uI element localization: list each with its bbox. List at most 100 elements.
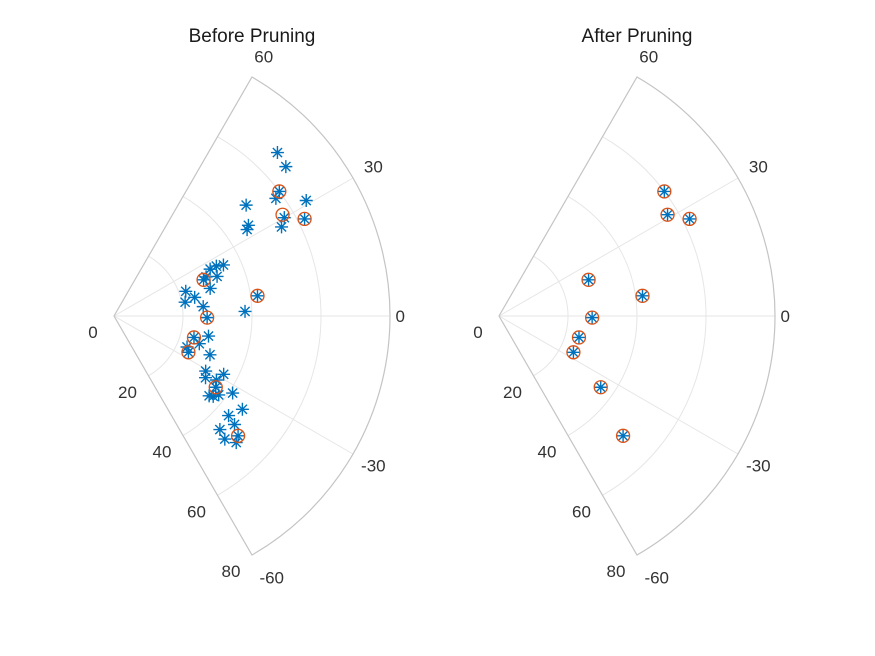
- asterisk-marker: [210, 269, 224, 283]
- asterisk-marker: [179, 284, 193, 298]
- asterisk-marker: [203, 262, 217, 276]
- polar-panel-before: Before Pruning 60 30 0 -30 -60 0 20 40 60 80: [88, 26, 405, 587]
- theta-tick-label: 0: [395, 307, 404, 326]
- asterisk-marker: [218, 432, 232, 446]
- circle-marker: [635, 288, 650, 303]
- asterisk-marker: [199, 364, 213, 378]
- theta-tick-label: -30: [746, 457, 771, 476]
- asterisk-marker: [239, 198, 253, 212]
- radius-tick-label: 80: [607, 562, 626, 581]
- asterisk-marker: [635, 289, 649, 303]
- circle-marker: [615, 428, 631, 443]
- panel-title: After Pruning: [582, 26, 693, 47]
- asterisk-marker: [240, 223, 254, 237]
- radius-tick-label: 60: [572, 502, 591, 521]
- asterisk-marker: [203, 281, 217, 295]
- radius-tick-label: 80: [222, 562, 241, 581]
- asterisk-marker: [226, 386, 240, 400]
- angular-grid-line: [113, 315, 354, 455]
- theta-tick-label: 60: [254, 48, 273, 67]
- asterisk-marker: [241, 218, 255, 232]
- asterisk-marker: [187, 330, 201, 344]
- asterisk-marker: [180, 340, 194, 354]
- circle-marker: [275, 207, 290, 222]
- asterisk-marker: [209, 380, 223, 394]
- circle-marker: [593, 380, 608, 395]
- theta-tick-label: 0: [780, 307, 789, 326]
- asterisk-marker: [199, 371, 213, 385]
- asterisk-marker: [222, 409, 236, 423]
- asterisk-marker: [279, 160, 293, 174]
- circle-marker: [566, 345, 581, 360]
- asterisk-marker: [683, 212, 697, 226]
- asterisk-marker: [299, 194, 313, 208]
- asterisk-marker: [657, 184, 671, 198]
- asterisk-marker: [582, 273, 596, 287]
- theta-tick-label: -60: [259, 568, 284, 587]
- radius-tick-label: 0: [473, 323, 482, 342]
- asterisk-marker: [228, 418, 242, 431]
- asterisk-marker: [277, 211, 291, 225]
- asterisk-marker: [661, 208, 675, 222]
- asterisk-marker: [572, 330, 586, 344]
- panel-title: Before Pruning: [189, 26, 316, 47]
- angular-grid-line: [498, 177, 739, 317]
- circle-marker: [181, 345, 196, 360]
- circle-marker: [208, 380, 223, 395]
- asterisk-marker: [594, 380, 608, 394]
- radius-tick-label: 20: [503, 383, 522, 402]
- asterisk-marker: [231, 429, 245, 443]
- asterisk-marker: [200, 311, 214, 325]
- asterisk-marker: [196, 300, 210, 314]
- polar-axis-boundary: [113, 76, 391, 556]
- theta-tick-label: 30: [364, 157, 383, 176]
- asterisk-marker: [566, 345, 580, 359]
- angular-grid-line: [113, 177, 354, 317]
- theta-tick-label: 60: [639, 48, 658, 67]
- asterisk-marker: [616, 429, 630, 443]
- circle-marker: [196, 272, 211, 287]
- asterisk-marker: [212, 388, 226, 402]
- asterisk-marker: [269, 191, 283, 205]
- asterisk-marker: [272, 184, 286, 198]
- asterisk-marker: [238, 304, 252, 318]
- asterisk-marker: [217, 367, 231, 381]
- circle-marker: [297, 211, 312, 227]
- polar-panel-after: After Pruning 60 30 0 -30 -60 0 20 40 60 80: [473, 26, 790, 587]
- circle-marker: [571, 330, 587, 345]
- circle-marker: [272, 184, 287, 199]
- asterisk-marker: [203, 348, 217, 362]
- asterisk-marker: [209, 373, 223, 387]
- theta-tick-label: -30: [361, 457, 386, 476]
- polar-axis-boundary: [498, 76, 776, 556]
- angular-grid-line: [498, 315, 739, 455]
- asterisk-marker: [197, 273, 211, 287]
- radius-tick-label: 0: [88, 323, 97, 342]
- asterisk-marker: [216, 258, 230, 272]
- asterisk-marker: [178, 295, 192, 309]
- circle-marker: [199, 310, 215, 325]
- circle-marker: [657, 184, 672, 199]
- circle-marker: [584, 310, 600, 325]
- asterisk-marker: [181, 345, 195, 359]
- circle-marker: [186, 330, 202, 345]
- circle-marker: [660, 207, 675, 222]
- asterisk-marker: [235, 402, 249, 416]
- radius-tick-label: 40: [153, 443, 172, 462]
- circle-marker: [682, 211, 697, 227]
- radius-tick-label: 60: [187, 502, 206, 521]
- circle-marker: [230, 428, 246, 443]
- radius-tick-label: 40: [538, 443, 557, 462]
- circle-marker: [581, 272, 596, 287]
- asterisk-marker: [192, 337, 206, 351]
- asterisk-marker: [270, 146, 284, 160]
- circle-marker: [250, 288, 265, 303]
- asterisk-marker: [201, 329, 215, 343]
- asterisk-marker: [250, 289, 264, 303]
- asterisk-marker: [188, 290, 202, 304]
- theta-tick-label: 30: [749, 157, 768, 176]
- asterisk-marker: [202, 389, 216, 403]
- asterisk-marker: [213, 423, 227, 437]
- theta-tick-label: -60: [644, 568, 669, 587]
